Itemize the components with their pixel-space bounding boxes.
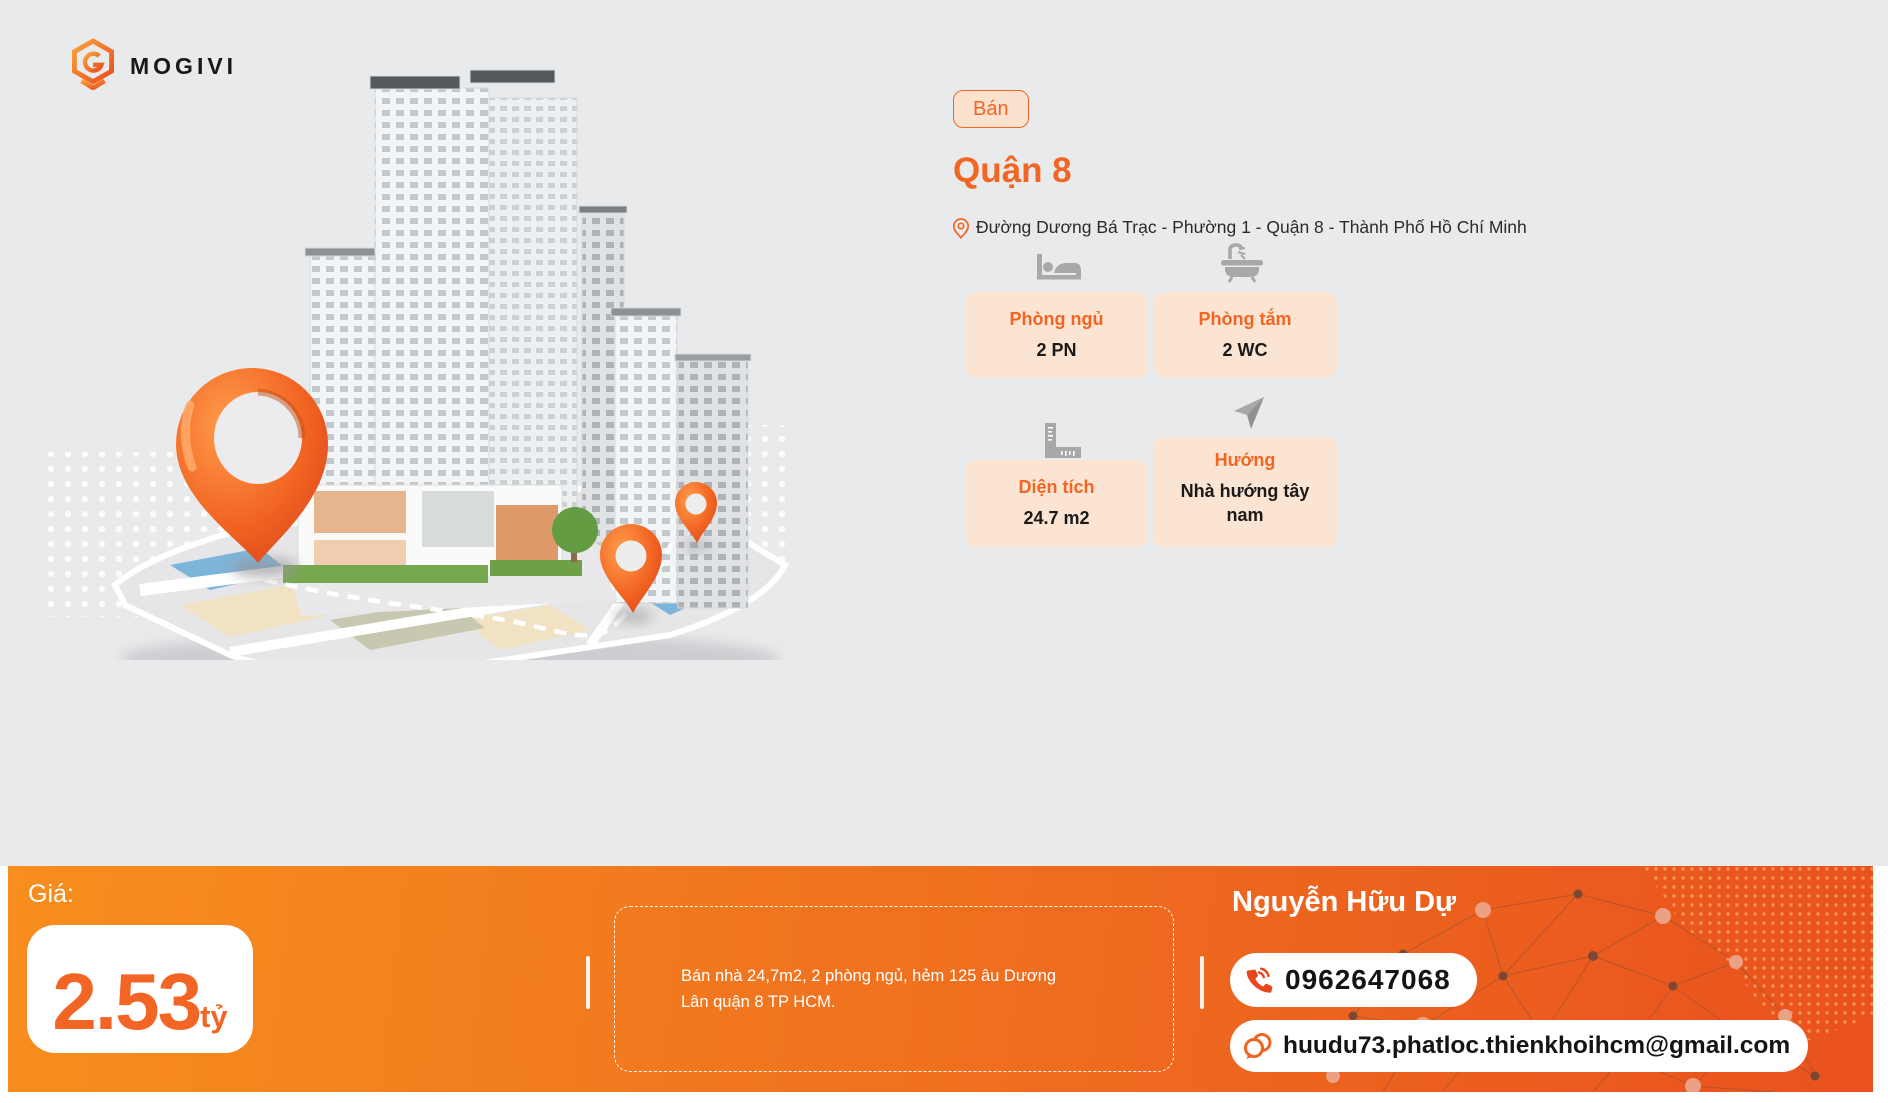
feature-card-bathrooms: Phòng tắm 2 WC (1153, 292, 1337, 378)
page-title: Quận 8 (953, 151, 1072, 190)
location-pin-icon (953, 218, 969, 239)
address-row: Đường Dương Bá Trạc - Phường 1 - Quận 8 … (953, 217, 1593, 239)
chat-mail-icon (1244, 1033, 1272, 1059)
listing-type-badge: Bán (953, 90, 1029, 128)
tower-buildings (304, 69, 752, 609)
description-text: Bán nhà 24,7m2, 2 phòng ngủ, hẻm 125 âu … (681, 966, 1057, 1011)
address-text: Đường Dương Bá Trạc - Phường 1 - Quận 8 … (976, 217, 1527, 237)
price-card: 2.53 tỷ (27, 925, 253, 1053)
feature-value: 2 WC (1222, 340, 1268, 360)
feature-card-bedrooms: Phòng ngủ 2 PN (965, 292, 1148, 378)
bed-icon (1035, 248, 1083, 289)
price-unit: tỷ (200, 999, 228, 1034)
compass-icon (1229, 394, 1267, 437)
map-pin-small (675, 482, 717, 551)
divider (586, 956, 590, 1009)
feature-label: Diện tích (1018, 477, 1095, 497)
price-value: 2.53 (52, 957, 202, 1047)
description-box: Bán nhà 24,7m2, 2 phòng ngủ, hẻm 125 âu … (614, 906, 1174, 1072)
feature-label: Phòng tắm (1198, 309, 1292, 329)
agent-name: Nguyễn Hữu Dự (1232, 886, 1457, 918)
brand-logo: MOGIVI (70, 38, 237, 95)
feature-value: 24.7 m2 (1023, 508, 1090, 528)
agent-phone: 0962647068 (1285, 964, 1451, 995)
mogivi-logo-icon (70, 38, 116, 95)
route-dashed-line (264, 577, 620, 638)
agent-email: huudu73.phatloc.thienkhoihcm@gmail.com (1283, 1032, 1791, 1059)
divider (1200, 956, 1204, 1009)
phone-icon (1246, 967, 1273, 993)
feature-value: 2 PN (1036, 340, 1077, 360)
content-area: MOGIVI (0, 0, 1888, 866)
price-label: Giá: (28, 880, 74, 908)
map-pin-large (176, 368, 328, 578)
ruler-icon (1041, 421, 1083, 466)
feature-label: Hướng (1214, 450, 1276, 470)
brand-name: MOGIVI (130, 53, 238, 79)
feature-label: Phòng ngủ (1009, 309, 1104, 329)
buildings-map-illustration (45, 69, 790, 660)
feature-value: Nhà hướng tây nam (1180, 481, 1310, 526)
footer-bar: Giá: 2.53 tỷ Bán nhà 24,7m2, 2 phòng ngủ… (8, 866, 1873, 1092)
bathtub-icon (1219, 240, 1265, 289)
feature-card-area: Diện tích 24.7 m2 (965, 460, 1148, 547)
phone-button[interactable]: 0962647068 (1230, 953, 1477, 1007)
feature-card-direction: Hướng Nhà hướng tây nam (1153, 437, 1337, 547)
email-button[interactable]: huudu73.phatloc.thienkhoihcm@gmail.com (1230, 1020, 1809, 1072)
property-panel: Bán Quận 8 Đường Dương Bá Trạc - Phường … (953, 90, 1593, 547)
map-pin-medium (600, 524, 662, 623)
